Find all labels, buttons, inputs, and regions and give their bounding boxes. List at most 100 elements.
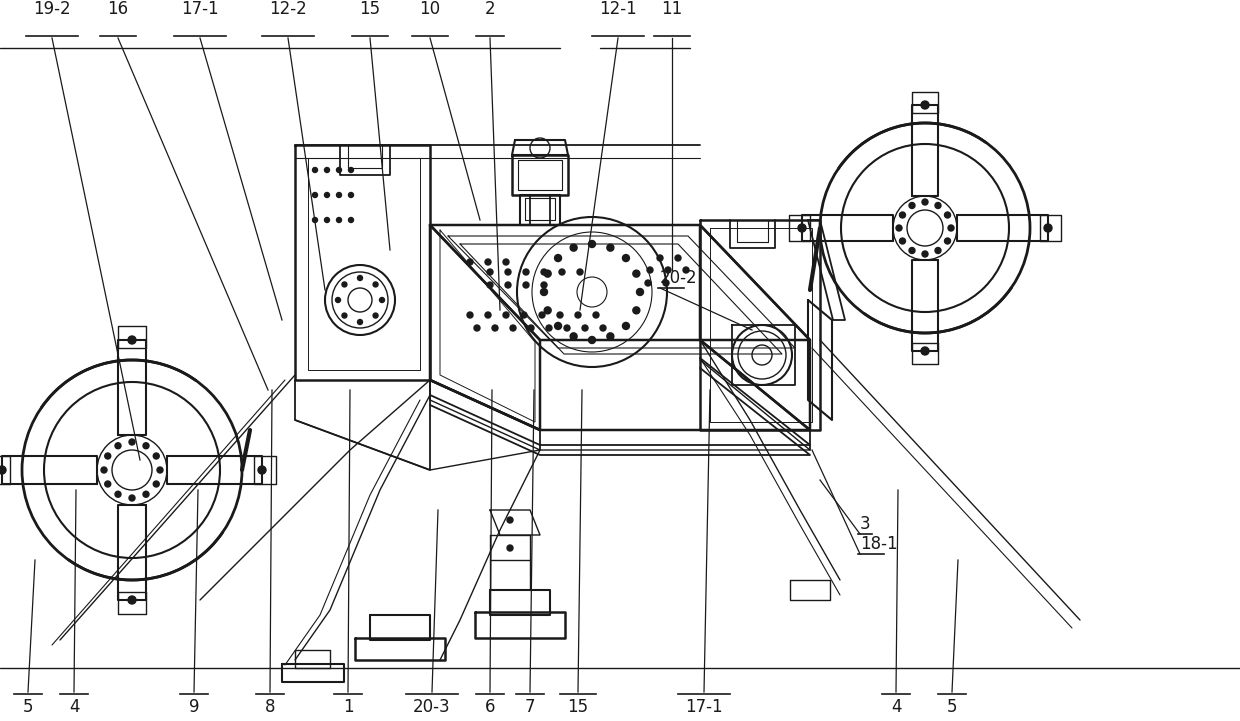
Circle shape	[528, 325, 534, 331]
Circle shape	[104, 481, 110, 487]
Circle shape	[373, 282, 378, 287]
Text: 9: 9	[188, 698, 200, 716]
Text: 7: 7	[525, 698, 536, 716]
Circle shape	[467, 259, 472, 265]
Circle shape	[541, 288, 548, 296]
Circle shape	[348, 193, 353, 198]
Circle shape	[505, 282, 511, 288]
Circle shape	[357, 319, 362, 324]
Circle shape	[467, 312, 472, 318]
Circle shape	[100, 467, 107, 473]
Circle shape	[909, 203, 915, 208]
Circle shape	[523, 282, 529, 288]
Text: 4: 4	[68, 698, 79, 716]
Circle shape	[487, 282, 494, 288]
Circle shape	[647, 267, 653, 273]
Circle shape	[115, 443, 122, 448]
Circle shape	[632, 307, 640, 314]
Circle shape	[128, 336, 136, 344]
Circle shape	[0, 466, 6, 474]
Text: 15: 15	[568, 698, 589, 716]
Circle shape	[157, 467, 162, 473]
Circle shape	[622, 322, 630, 329]
Circle shape	[593, 312, 599, 318]
Circle shape	[636, 288, 644, 296]
Circle shape	[485, 312, 491, 318]
Circle shape	[546, 325, 552, 331]
Circle shape	[675, 255, 681, 261]
Circle shape	[909, 247, 915, 254]
Circle shape	[541, 269, 547, 275]
Circle shape	[336, 167, 341, 172]
Circle shape	[544, 307, 551, 314]
Circle shape	[575, 312, 582, 318]
Circle shape	[379, 298, 384, 303]
Circle shape	[129, 439, 135, 445]
Circle shape	[143, 443, 149, 448]
Circle shape	[357, 275, 362, 280]
Circle shape	[559, 269, 565, 275]
Circle shape	[325, 218, 330, 223]
Circle shape	[632, 270, 640, 277]
Circle shape	[510, 325, 516, 331]
Text: 6: 6	[485, 698, 495, 716]
Circle shape	[104, 453, 110, 459]
Circle shape	[657, 255, 663, 261]
Circle shape	[521, 312, 527, 318]
Circle shape	[570, 333, 577, 340]
Circle shape	[128, 596, 136, 604]
Circle shape	[935, 203, 941, 208]
Circle shape	[899, 212, 905, 218]
Text: 2: 2	[485, 0, 495, 18]
Circle shape	[258, 466, 267, 474]
Circle shape	[485, 259, 491, 265]
Text: 12-1: 12-1	[599, 0, 637, 18]
Circle shape	[570, 244, 577, 251]
Circle shape	[348, 218, 353, 223]
Circle shape	[143, 491, 149, 497]
Circle shape	[554, 255, 562, 262]
Circle shape	[899, 238, 905, 244]
Circle shape	[373, 313, 378, 318]
Circle shape	[312, 167, 317, 172]
Circle shape	[539, 312, 546, 318]
Circle shape	[154, 481, 159, 487]
Text: 1: 1	[342, 698, 353, 716]
Circle shape	[577, 269, 583, 275]
Circle shape	[312, 218, 317, 223]
Circle shape	[348, 167, 353, 172]
Text: 20-2: 20-2	[660, 269, 698, 287]
Text: 12-2: 12-2	[269, 0, 306, 18]
Circle shape	[325, 193, 330, 198]
Circle shape	[487, 269, 494, 275]
Circle shape	[557, 312, 563, 318]
Circle shape	[683, 267, 689, 273]
Circle shape	[503, 259, 508, 265]
Circle shape	[921, 101, 929, 109]
Circle shape	[342, 282, 347, 287]
Text: 10: 10	[419, 0, 440, 18]
Text: 5: 5	[947, 698, 957, 716]
Text: 15: 15	[360, 0, 381, 18]
Circle shape	[589, 337, 595, 343]
Circle shape	[474, 325, 480, 331]
Circle shape	[115, 491, 122, 497]
Circle shape	[582, 325, 588, 331]
Circle shape	[541, 282, 547, 288]
Text: 5: 5	[22, 698, 33, 716]
Circle shape	[589, 241, 595, 247]
Circle shape	[503, 312, 508, 318]
Circle shape	[945, 212, 951, 218]
Text: 20-3: 20-3	[413, 698, 451, 716]
Circle shape	[606, 333, 614, 340]
Circle shape	[544, 270, 551, 277]
Circle shape	[523, 269, 529, 275]
Circle shape	[665, 267, 671, 273]
Circle shape	[336, 193, 341, 198]
Text: 8: 8	[265, 698, 275, 716]
Circle shape	[923, 199, 928, 205]
Circle shape	[554, 322, 562, 329]
Text: 4: 4	[890, 698, 901, 716]
Circle shape	[897, 225, 901, 231]
Circle shape	[923, 251, 928, 257]
